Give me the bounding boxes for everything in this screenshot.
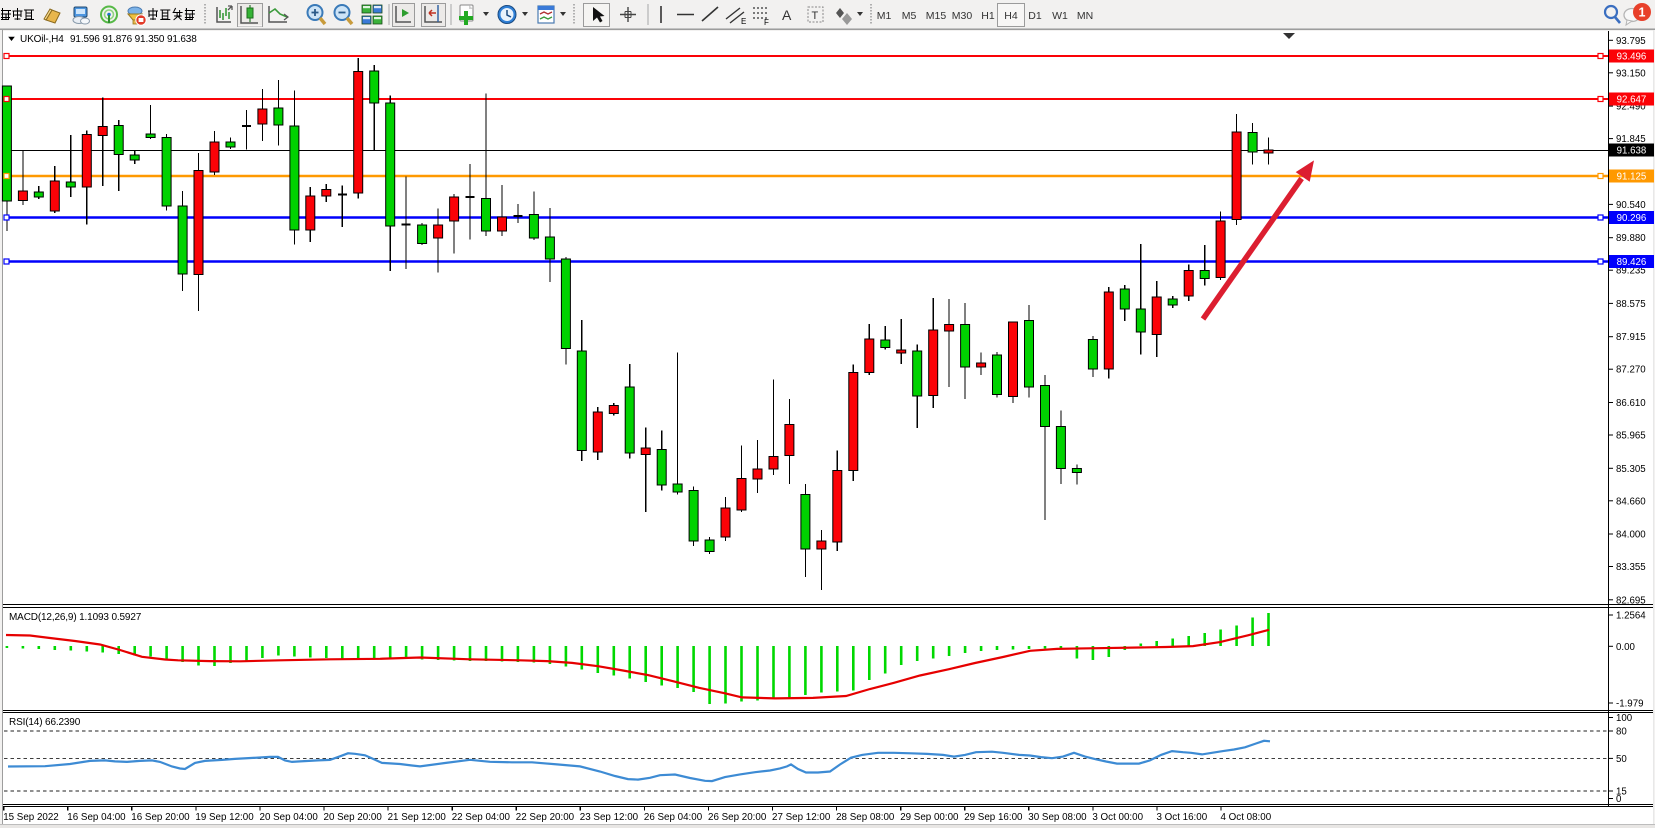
- svg-text:90.540: 90.540: [1616, 200, 1646, 211]
- svg-text:26 Sep 04:00: 26 Sep 04:00: [644, 812, 703, 823]
- svg-text:RSI(14) 66.2390: RSI(14) 66.2390: [9, 717, 81, 728]
- svg-text:89.880: 89.880: [1616, 233, 1646, 244]
- svg-text:20 Sep 20:00: 20 Sep 20:00: [324, 812, 383, 823]
- svg-text:30 Sep 08:00: 30 Sep 08:00: [1028, 812, 1087, 823]
- svg-text:19 Sep 12:00: 19 Sep 12:00: [195, 812, 254, 823]
- svg-text:0.00: 0.00: [1616, 642, 1635, 653]
- svg-text:4 Oct 08:00: 4 Oct 08:00: [1221, 812, 1272, 823]
- svg-text:A: A: [782, 7, 792, 23]
- svg-text:29 Sep 16:00: 29 Sep 16:00: [964, 812, 1023, 823]
- svg-text:15 Sep 2022: 15 Sep 2022: [3, 812, 59, 823]
- svg-text:85.305: 85.305: [1616, 464, 1646, 475]
- svg-text:D1: D1: [1028, 10, 1042, 22]
- svg-text:F: F: [764, 18, 769, 27]
- svg-text:0: 0: [1616, 794, 1622, 805]
- svg-text:28 Sep 08:00: 28 Sep 08:00: [836, 812, 895, 823]
- svg-text:M1: M1: [877, 10, 892, 22]
- svg-text:MN: MN: [1077, 10, 1093, 22]
- svg-text:16 Sep 04:00: 16 Sep 04:00: [67, 812, 126, 823]
- svg-text:27 Sep 12:00: 27 Sep 12:00: [772, 812, 831, 823]
- svg-text:100: 100: [1616, 713, 1633, 724]
- svg-text:93.795: 93.795: [1616, 36, 1646, 47]
- svg-text:M15: M15: [926, 10, 947, 22]
- svg-text:87.915: 87.915: [1616, 332, 1646, 343]
- svg-text:89.426: 89.426: [1617, 257, 1647, 268]
- svg-text:W1: W1: [1052, 10, 1068, 22]
- svg-text:91.845: 91.845: [1616, 134, 1646, 145]
- svg-text:15: 15: [1616, 787, 1627, 798]
- svg-text:91.638: 91.638: [1617, 146, 1647, 157]
- svg-text:E: E: [741, 17, 746, 26]
- svg-text:93.150: 93.150: [1616, 68, 1646, 79]
- svg-text:84.000: 84.000: [1616, 530, 1646, 541]
- svg-text:80: 80: [1616, 727, 1627, 738]
- svg-text:50: 50: [1616, 754, 1627, 765]
- svg-text:-1.979: -1.979: [1616, 699, 1643, 710]
- svg-text:92.647: 92.647: [1617, 95, 1647, 106]
- svg-text:22 Sep 04:00: 22 Sep 04:00: [452, 812, 511, 823]
- svg-text:93.496: 93.496: [1617, 52, 1647, 63]
- svg-text:20 Sep 04:00: 20 Sep 04:00: [260, 812, 319, 823]
- svg-text:88.575: 88.575: [1616, 299, 1646, 310]
- svg-text:87.270: 87.270: [1616, 365, 1646, 376]
- svg-text:3 Oct 00:00: 3 Oct 00:00: [1092, 812, 1143, 823]
- svg-text:82.695: 82.695: [1616, 595, 1646, 606]
- svg-text:23 Sep 12:00: 23 Sep 12:00: [580, 812, 639, 823]
- svg-text:16 Sep 20:00: 16 Sep 20:00: [131, 812, 190, 823]
- svg-text:1: 1: [1639, 6, 1646, 20]
- svg-text:UKOil-,H4: UKOil-,H4: [20, 34, 64, 45]
- svg-text:M5: M5: [902, 10, 917, 22]
- svg-text:85.965: 85.965: [1616, 431, 1646, 442]
- svg-text:22 Sep 20:00: 22 Sep 20:00: [516, 812, 575, 823]
- svg-text:91.125: 91.125: [1617, 172, 1647, 183]
- svg-text:29 Sep 00:00: 29 Sep 00:00: [900, 812, 959, 823]
- svg-text:26 Sep 20:00: 26 Sep 20:00: [708, 812, 767, 823]
- svg-text:21 Sep 12:00: 21 Sep 12:00: [388, 812, 447, 823]
- svg-text:90.296: 90.296: [1617, 213, 1647, 224]
- svg-text:3 Oct 16:00: 3 Oct 16:00: [1157, 812, 1208, 823]
- svg-text:91.596 91.876 91.350 91.638: 91.596 91.876 91.350 91.638: [70, 34, 197, 45]
- svg-text:MACD(12,26,9) 1.1093 0.5927: MACD(12,26,9) 1.1093 0.5927: [9, 612, 142, 623]
- svg-text:T: T: [812, 10, 819, 22]
- svg-text:83.355: 83.355: [1616, 562, 1646, 573]
- svg-text:89.235: 89.235: [1616, 266, 1646, 277]
- svg-text:86.610: 86.610: [1616, 398, 1646, 409]
- svg-text:92.490: 92.490: [1616, 102, 1646, 113]
- svg-text:M30: M30: [952, 10, 973, 22]
- svg-text:84.660: 84.660: [1616, 496, 1646, 507]
- svg-text:H1: H1: [981, 10, 995, 22]
- svg-text:H4: H4: [1004, 10, 1018, 22]
- svg-text:1.2564: 1.2564: [1616, 611, 1646, 622]
